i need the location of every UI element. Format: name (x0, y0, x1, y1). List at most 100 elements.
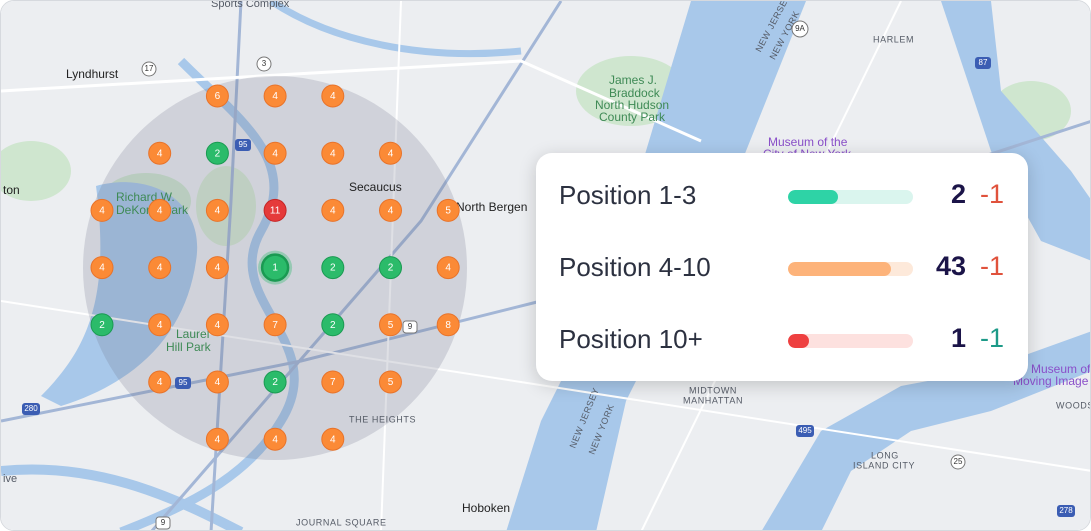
map-label: County Park (599, 110, 666, 124)
map-label: MIDTOWN (689, 385, 737, 395)
road-shield: 9 (402, 320, 418, 334)
row-count: 1 (950, 323, 966, 353)
rank-marker (263, 370, 287, 394)
rank-marker-label: 6 (215, 91, 221, 102)
rank-marker (148, 198, 172, 222)
rank-marker-label: 4 (388, 206, 394, 217)
row-count: 43 (935, 251, 966, 281)
rank-marker (263, 141, 287, 165)
map-label: North Bergen (456, 200, 527, 214)
shield-label: 95 (239, 140, 248, 149)
rank-marker (321, 141, 345, 165)
rank-marker (205, 84, 229, 108)
rank-marker (205, 370, 229, 394)
rank-marker-label: 4 (388, 148, 394, 159)
row-change: -1 (980, 323, 1005, 353)
rank-marker (263, 313, 287, 337)
rank-marker (321, 313, 345, 337)
rank-marker (205, 141, 229, 165)
rank-marker-label: 5 (388, 320, 394, 331)
rank-marker (148, 370, 172, 394)
rank-marker (148, 313, 172, 337)
rank-marker (321, 198, 345, 222)
road-shield: 25 (950, 454, 966, 470)
progress-track (788, 334, 913, 348)
rank-marker-label: 4 (445, 263, 451, 274)
rank-marker (379, 141, 402, 165)
road-shield: 95 (235, 139, 251, 151)
rank-marker (379, 256, 402, 280)
map-label: Museum of the (1031, 362, 1090, 376)
river (1, 464, 244, 530)
rank-marker-label: 4 (157, 148, 163, 159)
rank-marker-label: 4 (330, 91, 336, 102)
shield-label: 17 (145, 64, 154, 73)
rank-marker-label: 2 (215, 148, 221, 159)
rank-marker-label: 4 (157, 263, 163, 274)
rank-marker-label: 11 (270, 206, 281, 217)
rank-marker-label: 8 (445, 320, 451, 331)
rank-marker-label: 4 (272, 91, 278, 102)
map-label: LONG (871, 450, 899, 460)
rank-marker-label: 4 (330, 434, 336, 445)
summary-row: Position 1-3 2 -1 (536, 176, 1028, 216)
rank-marker-label: 7 (272, 320, 278, 331)
rank-marker (90, 198, 114, 222)
row-count: 2 (950, 179, 966, 209)
rank-marker-label: 4 (272, 434, 278, 445)
road-shield: 280 (22, 403, 40, 415)
shield-label: 25 (954, 457, 963, 466)
rank-marker (321, 370, 345, 394)
road (1, 300, 1090, 472)
rank-marker (90, 313, 114, 337)
rank-marker-label: 4 (215, 206, 221, 217)
rank-marker-label: 4 (330, 206, 336, 217)
road-shield: 495 (796, 425, 814, 437)
rank-marker-label: 4 (272, 148, 278, 159)
rank-marker-label: 7 (330, 377, 336, 388)
shield-label: 9 (408, 322, 413, 331)
rank-marker (436, 256, 460, 280)
rank-marker (321, 256, 345, 280)
water (41, 182, 198, 406)
road-shield: 9A (791, 20, 809, 38)
rank-marker (148, 141, 172, 165)
rank-marker (436, 313, 460, 337)
map-label: Braddock (609, 86, 661, 100)
rank-marker (321, 84, 345, 108)
rank-marker-label: 5 (388, 377, 394, 388)
rank-marker (205, 313, 229, 337)
map-label: ISLAND CITY (853, 460, 915, 470)
rank-marker-label: 4 (215, 434, 221, 445)
shield-label: 495 (798, 426, 812, 435)
rank-marker (205, 427, 229, 451)
rank-marker (436, 198, 460, 222)
map-label: JOURNAL SQUARE (296, 517, 387, 527)
shield-label: 278 (1059, 506, 1073, 515)
map-label: HARLEM (873, 34, 914, 44)
map-label: MANHATTAN (683, 395, 743, 405)
rank-marker-label: 4 (157, 377, 163, 388)
shield-label: 95 (179, 378, 188, 387)
map-label: James J. (609, 73, 657, 87)
shield-label: 280 (24, 404, 38, 413)
rank-marker (321, 427, 345, 451)
progress-track (788, 190, 913, 204)
rank-marker (263, 84, 287, 108)
rank-marker (90, 256, 114, 280)
rank-marker (260, 253, 290, 282)
river (269, 1, 522, 58)
rank-marker (263, 198, 287, 222)
road-shield: 17 (141, 61, 157, 77)
progress-fill (788, 334, 810, 348)
highway (209, 1, 243, 530)
rank-marker-label: 4 (99, 263, 105, 274)
rank-marker-label: 2 (330, 320, 336, 331)
rank-marker (205, 256, 229, 280)
rank-marker-label: 2 (330, 263, 336, 274)
road (1, 59, 702, 143)
rank-marker-label: 4 (330, 148, 336, 159)
rank-markers: 6 4 4 4 2 4 4 4 4 4 4 11 4 4 5 4 4 4 1 2 2 4 2 4 4 7 2 5 8 4 4 2 7 5 4 4 4 (90, 84, 460, 451)
rank-marker (263, 427, 287, 451)
